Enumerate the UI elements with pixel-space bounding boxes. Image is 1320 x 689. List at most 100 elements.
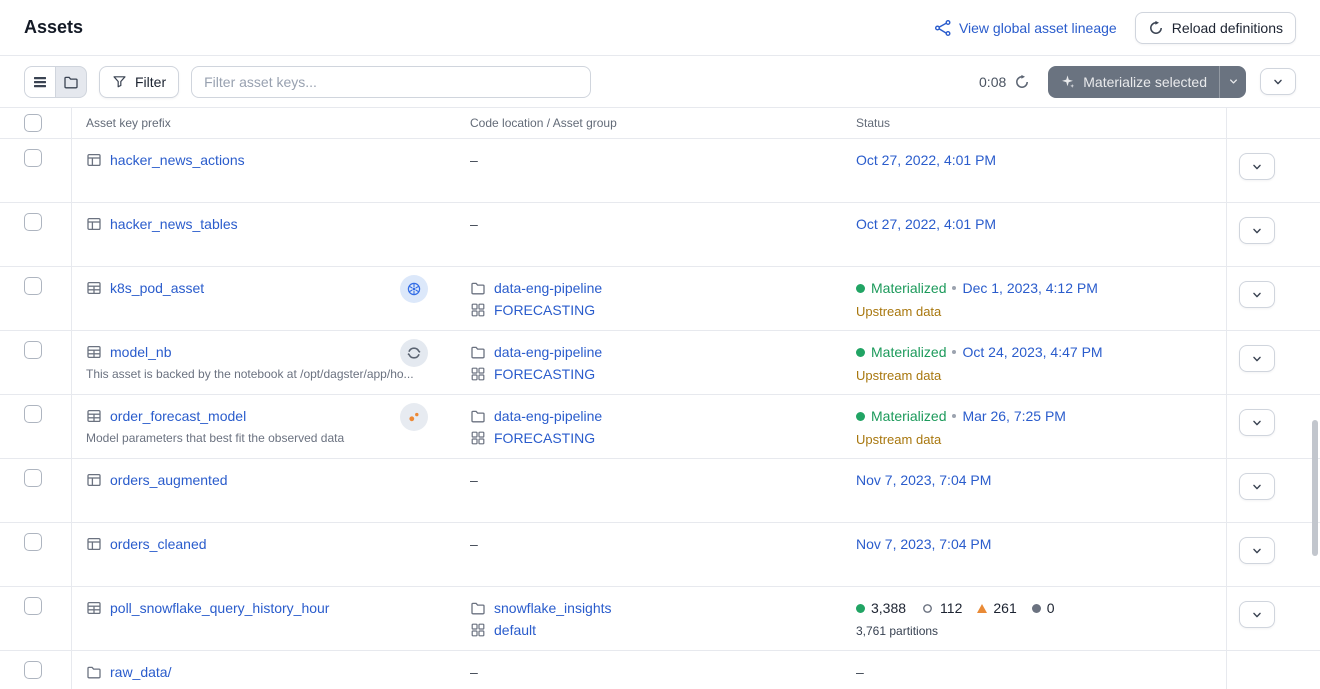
row-checkbox[interactable] [24,149,42,167]
row-checkbox[interactable] [24,213,42,231]
chevron-down-icon [1250,416,1264,430]
asset-name-link[interactable]: model_nb [110,344,172,360]
chevron-down-icon [1250,608,1264,622]
asset-group-link[interactable]: FORECASTING [494,302,596,318]
code-location-link[interactable]: data-eng-pipeline [494,280,603,296]
chevron-down-icon [1250,480,1264,494]
row-expand-button[interactable] [1239,153,1275,180]
status-timestamp-link[interactable]: Oct 27, 2022, 4:01 PM [856,216,997,232]
asset-table-icon [86,280,102,296]
row-expand-button[interactable] [1239,217,1275,244]
asset-name-link[interactable]: raw_data/ [110,664,172,680]
row-expand-button[interactable] [1239,601,1275,628]
toolbar-expand-button[interactable] [1260,68,1296,95]
materialize-options-button[interactable] [1219,65,1246,98]
materialized-partitions-dot [856,603,865,613]
code-location-link[interactable]: snowflake_insights [494,600,612,616]
asset-row: poll_snowflake_query_history_hour snowfl… [0,587,1320,651]
asset-window-icon [86,152,102,168]
asset-group-link[interactable]: FORECASTING [494,430,596,446]
row-checkbox[interactable] [24,661,42,679]
code-location-link[interactable]: data-eng-pipeline [494,344,603,360]
code-location-dash: – [470,216,478,232]
reload-button-label: Reload definitions [1171,19,1283,36]
code-location-dash: – [470,472,478,488]
column-header-status: Status [856,116,891,130]
folder-icon [470,280,486,296]
row-checkbox[interactable] [24,277,42,295]
folder-icon [470,408,486,424]
row-expand-button[interactable] [1239,409,1275,436]
asset-row: order_forecast_model Model parameters th… [0,395,1320,459]
materialized-status-label: Materialized [871,408,947,424]
reload-definitions-button[interactable]: Reload definitions [1134,11,1296,44]
row-checkbox[interactable] [24,533,42,551]
row-checkbox[interactable] [24,597,42,615]
partition-stats: 3,388 112 261 0 [856,597,1216,619]
auto-refresh-timer: 0:08 [979,73,1007,90]
none-partitions-count: 0 [1046,600,1055,616]
row-expand-button[interactable] [1239,281,1275,308]
code-location-dash: – [470,664,478,680]
reload-icon [1148,20,1164,36]
failed-partitions-triangle-icon [977,603,988,613]
asset-group-link[interactable]: default [494,622,537,638]
chevron-down-icon [1250,352,1264,366]
asset-name-link[interactable]: order_forecast_model [110,408,247,424]
lineage-link-label: View global asset lineage [958,19,1117,36]
none-partitions-dot [1031,603,1041,613]
asset-row: hacker_news_tables – Oct 27, 2022, 4:01 … [0,203,1320,267]
chevron-down-icon [1250,160,1264,174]
row-expand-button[interactable] [1239,473,1275,500]
asset-description: Model parameters that best fit the obser… [86,431,345,445]
column-header-code-location: Code location / Asset group [470,116,617,130]
separator-dot [952,414,957,418]
asset-name-link[interactable]: orders_cleaned [110,536,207,552]
select-all-checkbox[interactable] [24,114,42,132]
view-global-lineage-link[interactable]: View global asset lineage [934,19,1117,37]
sparkle-icon [1060,74,1075,89]
materialize-selected-button[interactable]: Materialize selected [1048,65,1219,98]
status-timestamp-link[interactable]: Nov 7, 2023, 7:04 PM [856,536,992,552]
separator-dot [952,286,957,290]
refresh-icon[interactable] [1014,74,1030,90]
separator-dot [952,350,957,354]
asset-name-link[interactable]: k8s_pod_asset [110,280,205,296]
asset-group-link[interactable]: FORECASTING [494,366,596,382]
row-expand-button[interactable] [1239,345,1275,372]
materialized-status-label: Materialized [871,280,947,296]
vertical-scrollbar[interactable] [1312,420,1318,556]
asset-name-link[interactable]: poll_snowflake_query_history_hour [110,600,330,616]
asset-name-link[interactable]: hacker_news_tables [110,216,238,232]
row-checkbox[interactable] [24,341,42,359]
row-checkbox[interactable] [24,405,42,423]
row-checkbox[interactable] [24,469,42,487]
materialize-split-button: Materialize selected [1048,65,1246,98]
lineage-icon [934,19,952,37]
status-timestamp-link[interactable]: Oct 27, 2022, 4:01 PM [856,152,997,168]
status-timestamp-link[interactable]: Nov 7, 2023, 7:04 PM [856,472,992,488]
view-toggle-list-button[interactable] [24,65,56,98]
code-location-link[interactable]: data-eng-pipeline [494,408,603,424]
scatter-kind-badge [400,403,428,431]
status-timestamp-link[interactable]: Oct 24, 2023, 4:47 PM [962,344,1103,360]
view-toggle-folder-button[interactable] [55,65,87,98]
asset-name-link[interactable]: orders_augmented [110,472,228,488]
asset-search-input[interactable] [191,65,592,98]
asset-row: hacker_news_actions – Oct 27, 2022, 4:01… [0,139,1320,203]
status-timestamp-link[interactable]: Dec 1, 2023, 4:12 PM [962,280,1098,296]
status-timestamp-link[interactable]: Mar 26, 7:25 PM [962,408,1066,424]
asset-table-icon [86,600,102,616]
chevron-down-icon [1250,224,1264,238]
asset-name-link[interactable]: hacker_news_actions [110,152,245,168]
filter-button-label: Filter [135,73,167,90]
asset-row: orders_augmented – Nov 7, 2023, 7:04 PM [0,459,1320,523]
asset-group-icon [470,430,486,446]
chevron-down-icon [1271,75,1285,89]
filter-button[interactable]: Filter [99,65,180,98]
row-expand-button[interactable] [1239,537,1275,564]
asset-row: raw_data/ – – [0,651,1320,689]
asset-row: model_nb This asset is backed by the not… [0,331,1320,395]
asset-window-icon [86,536,102,552]
notebook-kind-badge [400,339,428,367]
